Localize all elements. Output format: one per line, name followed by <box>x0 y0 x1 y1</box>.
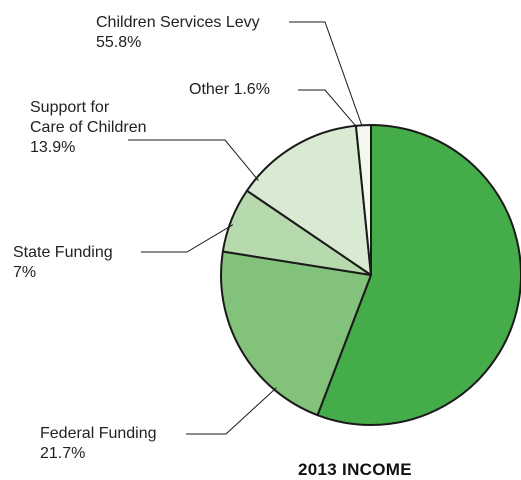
leader-children-services-levy <box>289 21 363 126</box>
leader-support-for-care-of-children <box>128 139 259 181</box>
label-children-services-levy: Children Services Levy 55.8% <box>96 13 260 53</box>
slice-label-state-funding: State Funding <box>13 244 113 261</box>
slice-label-support-line-1: Support for <box>30 99 110 116</box>
slice-label-children-services-levy: Children Services Levy <box>96 14 260 31</box>
leader-state-funding <box>141 224 234 253</box>
slice-value-support: 13.9% <box>30 139 76 156</box>
label-other: Other 1.6% <box>189 80 270 100</box>
slice-label-federal-funding: Federal Funding <box>40 425 157 442</box>
label-federal-funding: Federal Funding 21.7% <box>40 424 157 464</box>
pie-slice-federal-funding <box>220 250 372 417</box>
slice-value-state-funding: 7% <box>13 264 37 281</box>
leader-other <box>298 89 358 128</box>
slice-value-other: Other 1.6% <box>189 81 270 98</box>
slice-value-children-services-levy: 55.8% <box>96 34 142 51</box>
chart-title: 2013 INCOME <box>298 460 412 479</box>
label-state-funding: State Funding 7% <box>13 243 113 283</box>
pie-slice-support-for-care-of-children <box>245 124 372 276</box>
pie-slice-children-services-levy <box>316 124 521 426</box>
leader-federal-funding <box>186 387 277 435</box>
slice-value-federal-funding: 21.7% <box>40 445 86 462</box>
label-support-for-care-of-children: Support for Care of Children 13.9% <box>30 98 147 158</box>
slice-label-support-line-2: Care of Children <box>30 119 147 136</box>
